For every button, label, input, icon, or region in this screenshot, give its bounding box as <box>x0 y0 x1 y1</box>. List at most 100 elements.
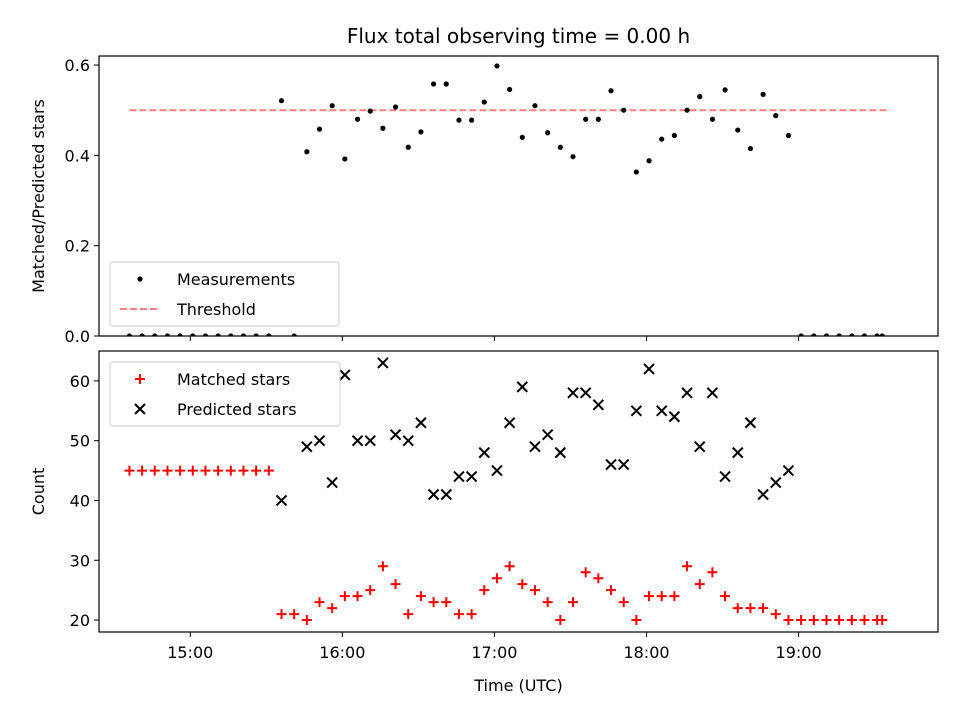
data-point <box>633 169 639 175</box>
data-point <box>238 465 249 476</box>
axes-frame <box>98 55 939 337</box>
data-point <box>392 104 399 110</box>
y-tick-label: 40 <box>70 491 90 510</box>
axes-frame <box>98 350 939 633</box>
data-point <box>757 488 769 501</box>
data-point <box>164 333 171 336</box>
data-point <box>507 86 513 93</box>
data-point <box>808 615 819 626</box>
legend-label: Predicted stars <box>177 400 297 419</box>
data-point <box>301 615 312 626</box>
legend-label: Threshold <box>176 300 256 319</box>
legend-label: Matched stars <box>177 370 290 389</box>
data-point <box>441 597 452 608</box>
y-tick-label: 20 <box>70 611 90 630</box>
data-point <box>213 465 224 476</box>
legend-marker <box>135 374 145 384</box>
data-point <box>517 579 528 590</box>
data-point <box>770 476 782 489</box>
data-point <box>529 585 540 596</box>
data-point <box>770 609 781 620</box>
data-point <box>377 357 389 369</box>
data-point <box>706 387 719 399</box>
y-axis-label: Matched/Predicted stars <box>29 99 48 293</box>
data-point <box>275 494 288 507</box>
data-point <box>682 561 693 572</box>
data-point <box>251 465 262 476</box>
data-point <box>390 579 401 590</box>
plot-area <box>124 357 888 626</box>
data-point <box>430 81 437 87</box>
legend: Matched stars Predicted stars <box>109 361 341 427</box>
data-point <box>656 591 667 602</box>
data-point <box>630 405 643 417</box>
data-point <box>402 434 414 447</box>
data-point <box>503 417 516 429</box>
legend-marker <box>137 276 143 282</box>
data-point <box>354 116 361 122</box>
data-point <box>796 615 807 626</box>
data-point <box>659 136 665 142</box>
data-point <box>643 363 655 375</box>
data-point <box>342 156 348 162</box>
data-point <box>593 573 604 584</box>
data-point <box>595 116 601 122</box>
data-point <box>606 585 617 596</box>
data-point <box>177 333 183 336</box>
data-point <box>240 333 247 336</box>
data-point <box>555 615 566 626</box>
data-point <box>276 609 287 620</box>
data-point <box>542 597 553 608</box>
x-tick-label: 16:00 <box>319 643 365 662</box>
data-point <box>228 333 234 336</box>
data-point <box>266 333 272 336</box>
series-measurements <box>126 63 885 336</box>
legend-marker <box>134 403 146 415</box>
data-point <box>745 603 756 614</box>
data-point <box>304 149 310 155</box>
data-point <box>481 99 487 105</box>
data-point <box>669 591 680 602</box>
legend-box <box>109 361 341 427</box>
data-point <box>874 333 880 336</box>
data-point <box>289 609 300 620</box>
data-point <box>719 470 731 483</box>
y-tick-label: 60 <box>70 372 90 391</box>
data-point <box>453 609 464 620</box>
data-point <box>403 609 414 620</box>
legend-box <box>109 261 340 327</box>
data-point <box>137 465 148 476</box>
data-point <box>313 434 326 447</box>
data-point <box>351 434 364 447</box>
data-point <box>427 488 440 501</box>
data-point <box>225 465 236 476</box>
data-point <box>823 333 830 336</box>
data-point <box>545 130 551 136</box>
data-point <box>415 417 427 429</box>
data-point <box>139 333 145 336</box>
data-point <box>415 591 426 602</box>
data-point <box>681 387 693 399</box>
data-point <box>732 446 744 459</box>
data-point <box>758 603 769 614</box>
chart-title: Flux total observing time = 0.00 h <box>347 24 690 48</box>
data-point <box>529 440 541 453</box>
y-tick-label: 50 <box>70 432 90 451</box>
series-predicted-stars <box>275 357 795 507</box>
x-tick-label: 15:00 <box>167 643 213 662</box>
data-point <box>846 615 857 626</box>
data-point <box>583 116 589 122</box>
data-point <box>732 603 743 614</box>
y-tick-label: 0.2 <box>65 237 90 256</box>
data-point <box>126 333 133 336</box>
data-point <box>859 615 870 626</box>
x-axis-label: Time (UTC) <box>473 676 562 695</box>
data-point <box>798 333 804 336</box>
data-point <box>722 87 728 93</box>
data-point <box>263 465 274 476</box>
data-point <box>570 154 576 160</box>
data-point <box>684 107 690 113</box>
data-point <box>187 465 198 476</box>
data-point <box>202 333 209 336</box>
